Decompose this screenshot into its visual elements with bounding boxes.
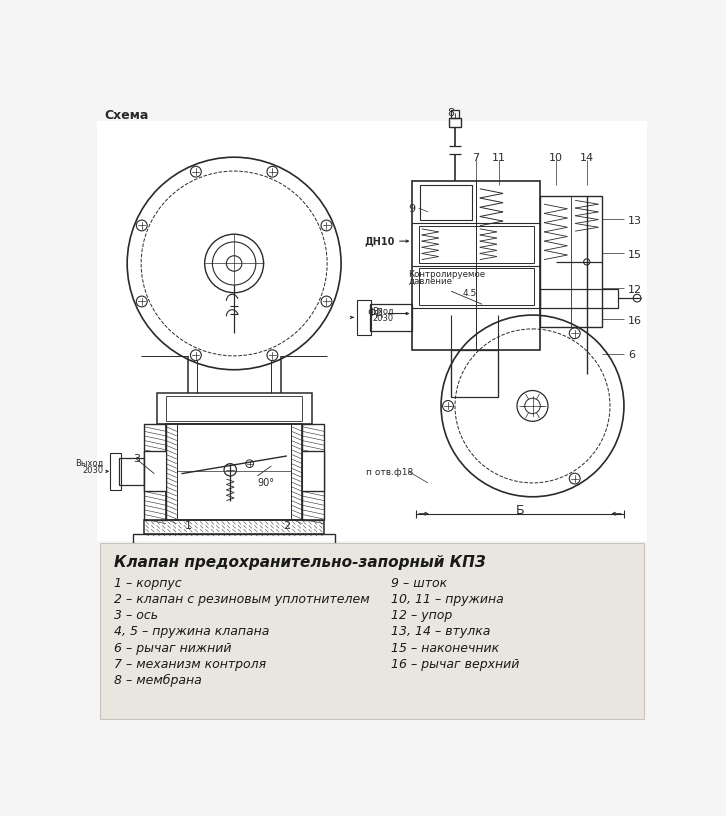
Bar [302, 451, 324, 491]
Bar [144, 451, 166, 491]
Text: 4.5: 4.5 [462, 289, 477, 298]
Text: 6 – рычаг нижний: 6 – рычаг нижний [114, 641, 232, 654]
Text: 16: 16 [628, 316, 642, 326]
Text: 6: 6 [628, 351, 635, 361]
Text: 10: 10 [549, 153, 563, 163]
Text: п отв.ф18: п отв.ф18 [366, 468, 413, 477]
Bar [451, 351, 497, 397]
Bar [119, 458, 144, 486]
Text: 90°: 90° [258, 477, 274, 487]
Text: 8 – мембрана: 8 – мембрана [114, 674, 202, 687]
Text: 13: 13 [628, 215, 642, 226]
Text: 2: 2 [283, 521, 290, 531]
Text: 2 – клапан с резиновым уплотнителем: 2 – клапан с резиновым уплотнителем [114, 593, 370, 606]
Text: ДН10: ДН10 [364, 237, 395, 246]
Text: Контролируемое: Контролируемое [409, 269, 486, 278]
Text: Вход: Вход [372, 307, 393, 316]
Bar [540, 197, 603, 327]
Bar [134, 534, 335, 544]
Bar [157, 392, 311, 424]
Bar [97, 121, 647, 541]
Text: 7: 7 [473, 153, 479, 163]
Bar [370, 304, 412, 331]
Text: 12: 12 [628, 285, 642, 295]
Text: давление: давление [409, 277, 452, 286]
Text: 12 – упор: 12 – упор [391, 610, 452, 622]
Text: 1 – корпус: 1 – корпус [114, 577, 182, 590]
Text: А: А [230, 544, 238, 557]
Text: Схема: Схема [105, 109, 149, 122]
Text: 3 – ось: 3 – ось [114, 610, 158, 622]
Text: 9: 9 [409, 204, 415, 214]
Bar [302, 424, 324, 520]
Bar [451, 110, 459, 118]
Bar [110, 453, 121, 490]
Text: 3: 3 [134, 455, 140, 464]
Text: 1: 1 [185, 521, 192, 531]
Text: 11: 11 [492, 153, 506, 163]
Bar [419, 268, 534, 305]
Bar [100, 543, 644, 719]
Bar [420, 185, 472, 220]
Text: 15 – наконечник: 15 – наконечник [391, 641, 499, 654]
Text: 9 – шток: 9 – шток [391, 577, 446, 590]
Text: 13, 14 – втулка: 13, 14 – втулка [391, 625, 490, 638]
Text: 10, 11 – пружина: 10, 11 – пружина [391, 593, 503, 606]
Bar [540, 289, 618, 308]
Bar [166, 396, 302, 420]
Bar [144, 424, 166, 520]
Bar [166, 424, 302, 520]
Bar [356, 300, 370, 335]
Text: Б: Б [515, 504, 524, 517]
Text: 15: 15 [628, 251, 642, 260]
Text: 8: 8 [447, 108, 454, 118]
Bar [449, 118, 461, 127]
Bar [412, 181, 540, 351]
Text: 14: 14 [579, 153, 594, 163]
Text: 16 – рычаг верхний: 16 – рычаг верхний [391, 658, 519, 671]
Bar [144, 520, 324, 534]
Text: 4, 5 – пружина клапана: 4, 5 – пружина клапана [114, 625, 269, 638]
Text: 2030: 2030 [83, 466, 104, 475]
Text: 7 – механизм контроля: 7 – механизм контроля [114, 658, 266, 671]
Bar [419, 226, 534, 263]
Text: 2030: 2030 [372, 313, 393, 322]
Text: Выход: Выход [76, 459, 104, 468]
Text: Клапан предохранительно-запорный КПЗ: Клапан предохранительно-запорный КПЗ [114, 555, 486, 570]
Text: ФД: ФД [367, 308, 383, 318]
